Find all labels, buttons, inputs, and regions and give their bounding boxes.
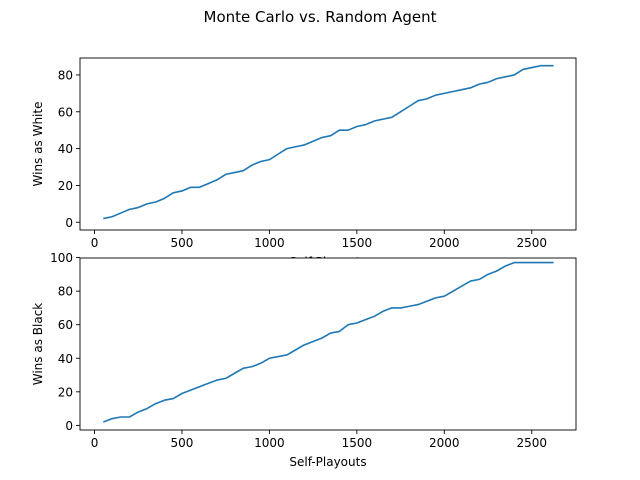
axes-frame [79,257,577,431]
y-tick-label: 20 [58,179,73,193]
y-tick-label: 60 [58,318,73,332]
x-tick-label: 2000 [429,436,460,450]
y-axis-label: Wins as White [31,102,45,187]
y-tick-label: 100 [50,251,73,265]
y-tick-label: 0 [65,419,73,433]
y-tick-label: 0 [65,216,73,230]
y-tick-label: 80 [58,285,73,299]
x-tick-label: 500 [171,236,194,250]
x-tick-label: 2500 [516,236,547,250]
x-tick-label: 1000 [254,236,285,250]
x-tick-label: 1500 [342,236,373,250]
axes-bottom-black: 0 500 1000 1500 2000 2500 0 20 40 60 80 100 Wins as … [31,251,577,469]
x-tick-label: 2000 [429,236,460,250]
x-axis-label: Self-Playouts [289,455,366,469]
series-line-1-0 [102,261,554,423]
x-tick-label: 2500 [516,436,547,450]
y-tick-label: 40 [58,142,73,156]
y-tick-label: 60 [58,105,73,119]
x-tick-label: 0 [91,236,99,250]
axes-frame [79,57,577,231]
y-axis-label: Wins as Black [31,303,45,386]
axes-top-white: 0 500 1000 1500 2000 2500 0 20 40 60 80 Wins as Whi… [31,57,577,269]
figure-suptitle: Monte Carlo vs. Random Agent [204,8,437,26]
y-tick-label: 40 [58,352,73,366]
y-tick-label: 20 [58,385,73,399]
x-tick-label: 1500 [342,436,373,450]
x-tick-label: 500 [171,436,194,450]
series-line-0-0 [103,64,554,220]
x-tick-label: 1000 [254,436,285,450]
y-tick-label: 80 [58,68,73,82]
x-tick-label: 0 [91,436,99,450]
